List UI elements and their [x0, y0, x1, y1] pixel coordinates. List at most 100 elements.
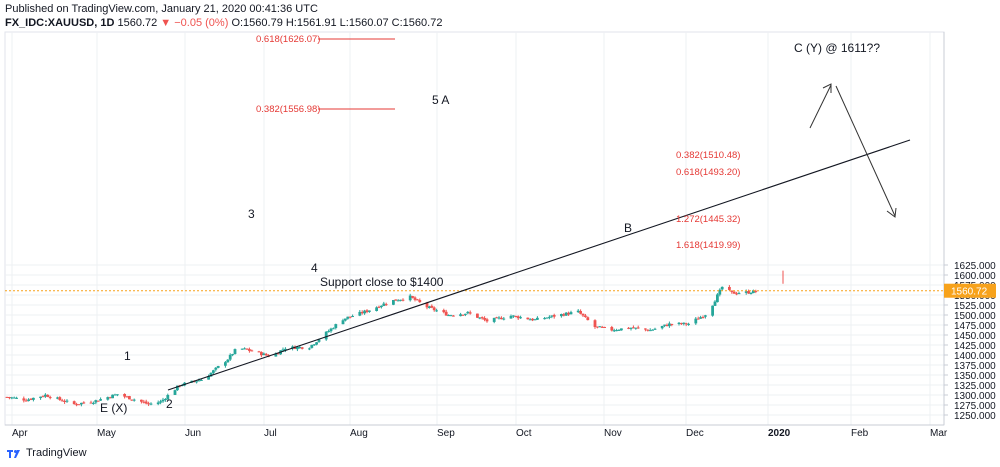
- candle[interactable]: [610, 327, 614, 331]
- candle[interactable]: [228, 354, 232, 360]
- candle[interactable]: [24, 400, 28, 402]
- candle[interactable]: [500, 317, 503, 320]
- candle[interactable]: [27, 399, 30, 401]
- candle[interactable]: [209, 372, 213, 377]
- candle[interactable]: [212, 370, 215, 373]
- candle[interactable]: [526, 317, 530, 320]
- candle[interactable]: [113, 394, 117, 396]
- candle[interactable]: [660, 325, 664, 329]
- candle[interactable]: [80, 402, 83, 405]
- candle[interactable]: [581, 313, 585, 316]
- candle[interactable]: [276, 353, 280, 355]
- candle[interactable]: [10, 397, 14, 399]
- candle[interactable]: [579, 311, 582, 314]
- candle[interactable]: [216, 366, 220, 368]
- candle[interactable]: [668, 323, 671, 327]
- candle[interactable]: [432, 307, 436, 311]
- candle[interactable]: [584, 315, 587, 317]
- candle[interactable]: [665, 324, 669, 327]
- candle[interactable]: [533, 319, 537, 321]
- candle[interactable]: [94, 400, 98, 403]
- candle[interactable]: [156, 402, 160, 405]
- candle[interactable]: [96, 400, 100, 402]
- candle[interactable]: [315, 342, 318, 345]
- candle[interactable]: [363, 310, 366, 314]
- candle[interactable]: [380, 305, 383, 308]
- candle[interactable]: [516, 316, 520, 319]
- candle[interactable]: [147, 403, 150, 405]
- candle[interactable]: [468, 312, 472, 314]
- candle[interactable]: [161, 399, 165, 402]
- candle[interactable]: [701, 317, 705, 319]
- candle[interactable]: [324, 331, 328, 340]
- candle[interactable]: [300, 347, 304, 349]
- candle[interactable]: [408, 295, 412, 301]
- candle[interactable]: [99, 399, 102, 401]
- candle[interactable]: [332, 328, 335, 330]
- candle[interactable]: [29, 398, 33, 400]
- candle[interactable]: [344, 318, 347, 321]
- candle[interactable]: [348, 316, 352, 318]
- candle[interactable]: [111, 394, 114, 399]
- plot-area[interactable]: [4, 31, 945, 426]
- candle[interactable]: [502, 318, 506, 320]
- candle[interactable]: [629, 327, 633, 329]
- candle[interactable]: [497, 317, 501, 319]
- candle[interactable]: [442, 310, 446, 313]
- candle[interactable]: [485, 319, 489, 322]
- candle[interactable]: [22, 398, 26, 401]
- candle[interactable]: [648, 330, 652, 332]
- candle[interactable]: [296, 346, 299, 350]
- candle[interactable]: [281, 349, 285, 351]
- candle[interactable]: [56, 397, 59, 399]
- candle[interactable]: [413, 297, 417, 300]
- candle[interactable]: [684, 323, 688, 325]
- candle[interactable]: [360, 312, 364, 314]
- candle[interactable]: [480, 317, 484, 319]
- candle[interactable]: [399, 299, 402, 301]
- candle[interactable]: [512, 315, 515, 317]
- candle[interactable]: [377, 306, 381, 308]
- candle[interactable]: [459, 314, 462, 317]
- candle[interactable]: [329, 328, 333, 332]
- support-trendline[interactable]: [167, 139, 911, 391]
- candle[interactable]: [464, 313, 467, 315]
- candle[interactable]: [166, 394, 170, 400]
- candle[interactable]: [65, 400, 69, 402]
- candle[interactable]: [632, 327, 635, 329]
- candle[interactable]: [531, 318, 534, 321]
- candle[interactable]: [569, 312, 573, 315]
- candle[interactable]: [620, 328, 623, 331]
- candle[interactable]: [720, 286, 724, 290]
- candle[interactable]: [627, 327, 630, 329]
- candle[interactable]: [752, 290, 755, 294]
- candle[interactable]: [603, 326, 606, 328]
- candle[interactable]: [653, 328, 657, 330]
- candle[interactable]: [430, 305, 434, 308]
- candle[interactable]: [92, 402, 95, 404]
- candle[interactable]: [543, 318, 546, 320]
- candle[interactable]: [711, 305, 714, 316]
- candle[interactable]: [461, 314, 465, 316]
- candle[interactable]: [375, 307, 378, 311]
- candle[interactable]: [130, 399, 134, 401]
- candle[interactable]: [164, 399, 167, 401]
- candle[interactable]: [466, 311, 470, 314]
- candle[interactable]: [425, 302, 429, 308]
- candle[interactable]: [89, 402, 93, 404]
- candle[interactable]: [737, 293, 741, 295]
- candle[interactable]: [176, 385, 179, 391]
- candle[interactable]: [634, 327, 638, 329]
- candle[interactable]: [663, 324, 666, 326]
- candle[interactable]: [214, 367, 218, 370]
- candle[interactable]: [651, 329, 654, 331]
- candle[interactable]: [60, 400, 64, 402]
- candle[interactable]: [418, 300, 422, 303]
- candle[interactable]: [308, 348, 311, 350]
- candle[interactable]: [260, 352, 263, 356]
- candle[interactable]: [173, 390, 177, 395]
- candle[interactable]: [670, 323, 674, 325]
- candle[interactable]: [341, 320, 345, 325]
- candle[interactable]: [298, 347, 302, 349]
